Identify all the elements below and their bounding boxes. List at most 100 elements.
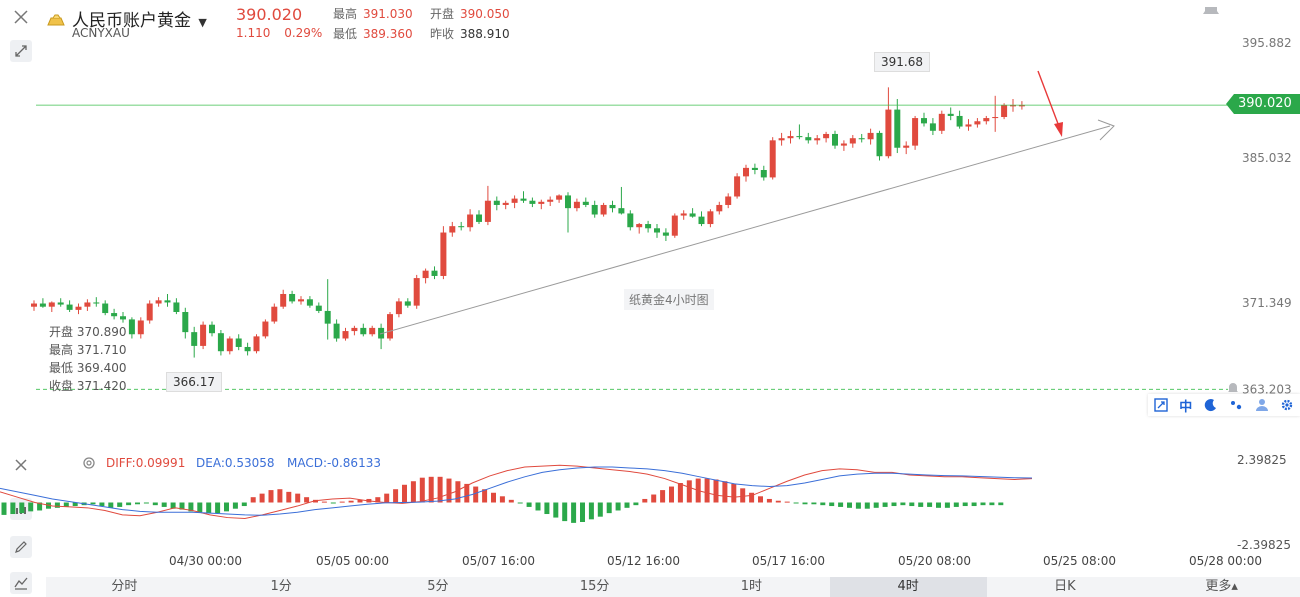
person-icon[interactable]	[1255, 398, 1269, 412]
candle	[191, 326, 198, 358]
macd-bar	[784, 501, 790, 503]
macd-bar	[143, 502, 149, 504]
candle	[1001, 103, 1008, 120]
tab-1min[interactable]: 1分	[270, 579, 292, 594]
stat-open: 开盘 390.050	[430, 7, 510, 21]
candle	[743, 164, 749, 182]
macd-x-label-3: 05/12 16:00	[607, 554, 680, 568]
candle	[787, 130, 794, 144]
candle	[235, 334, 242, 351]
macd-x-label-6: 05/25 08:00	[1043, 554, 1116, 568]
macd-bar	[535, 502, 541, 511]
candle	[502, 200, 509, 210]
tab-daily[interactable]: 日K	[1054, 579, 1076, 594]
candle	[164, 293, 171, 307]
candle	[903, 141, 910, 155]
macd-chart[interactable]: 2.39825 -2.39825 04/30 00:00 05/05 00:00 05/…	[0, 445, 1300, 575]
instrument-name[interactable]: 人民币账户黄金 ▼	[72, 11, 207, 31]
tab-4hour[interactable]: 4时	[829, 577, 987, 597]
candle	[173, 298, 180, 315]
candle	[769, 137, 776, 180]
candle	[894, 98, 901, 154]
tab-more[interactable]: 更多▴	[1205, 579, 1238, 594]
macd-bar	[669, 486, 674, 503]
alert-bell-icon[interactable]	[1202, 0, 1220, 19]
macd-bar	[419, 477, 425, 503]
macd-y-label-0: 2.39825	[1237, 453, 1287, 467]
candle	[716, 201, 723, 215]
candle	[493, 196, 500, 211]
macd-bar	[927, 502, 933, 507]
macd-bar	[224, 502, 229, 512]
macd-bar	[526, 502, 532, 507]
dif-line	[0, 464, 1033, 519]
chevron-down-icon[interactable]: ▼	[198, 16, 207, 29]
gear-icon[interactable]	[1280, 398, 1294, 412]
macd-bar	[241, 502, 247, 507]
macd-bar	[660, 490, 666, 503]
tab-1hour[interactable]: 1时	[740, 579, 763, 594]
candle	[111, 308, 118, 320]
candle	[823, 131, 830, 143]
tab-5min[interactable]: 5分	[427, 579, 449, 594]
candle	[182, 307, 189, 339]
macd-bar	[482, 489, 488, 503]
annotation-arrow	[1037, 70, 1061, 130]
candle	[671, 213, 678, 238]
tab-fenshi[interactable]: 分时	[111, 579, 138, 594]
candle	[431, 266, 438, 280]
collapse-icon[interactable]	[10, 40, 32, 62]
candle	[57, 298, 64, 307]
pencil-icon[interactable]	[10, 536, 32, 558]
macd-bar	[152, 502, 158, 506]
macd-bar	[544, 502, 550, 515]
macd-x-label-2: 05/07 16:00	[462, 554, 535, 568]
macd-bar	[882, 502, 888, 507]
candle	[983, 115, 990, 125]
candle	[680, 210, 687, 220]
macd-bar	[491, 492, 496, 503]
candle	[796, 124, 803, 140]
macd-close-icon[interactable]	[10, 454, 32, 476]
candle	[734, 173, 741, 199]
moon-icon[interactable]	[1204, 398, 1218, 412]
macd-bar	[135, 502, 140, 505]
candle	[698, 211, 705, 227]
macd-bar	[766, 498, 772, 503]
candle	[938, 110, 945, 134]
candle	[947, 107, 954, 121]
macd-bar	[704, 478, 710, 503]
expand-icon[interactable]	[1154, 398, 1168, 412]
people-icon[interactable]	[1229, 398, 1243, 412]
candle	[31, 300, 37, 311]
candle	[600, 202, 607, 217]
macd-bar	[197, 502, 203, 513]
indicator-icon[interactable]	[10, 572, 32, 594]
ohlc-open: 开盘 370.890	[49, 325, 127, 339]
macd-bar	[606, 502, 612, 514]
support-bell-icon[interactable]	[1226, 380, 1240, 399]
macd-settings-icon[interactable]	[82, 455, 96, 474]
candle	[707, 209, 714, 228]
macd-bar	[410, 481, 416, 503]
macd-bar	[250, 497, 256, 503]
candle	[369, 325, 376, 337]
close-icon[interactable]	[10, 6, 32, 28]
language-button[interactable]: 中	[1179, 399, 1193, 415]
y-tick-label-2: 371.349	[1242, 296, 1292, 310]
candle	[760, 165, 767, 181]
macd-bar	[517, 502, 523, 504]
macd-bar	[909, 502, 915, 507]
candle	[974, 118, 981, 128]
tab-15min[interactable]: 15分	[579, 579, 610, 594]
candle	[956, 110, 963, 129]
candle	[529, 197, 536, 208]
macd-bar	[277, 489, 283, 503]
macd-bar	[464, 483, 470, 503]
macd-bar	[918, 502, 924, 507]
candle	[262, 319, 269, 339]
macd-bar	[339, 501, 345, 503]
candle	[315, 302, 322, 314]
macd-bar	[597, 502, 603, 517]
